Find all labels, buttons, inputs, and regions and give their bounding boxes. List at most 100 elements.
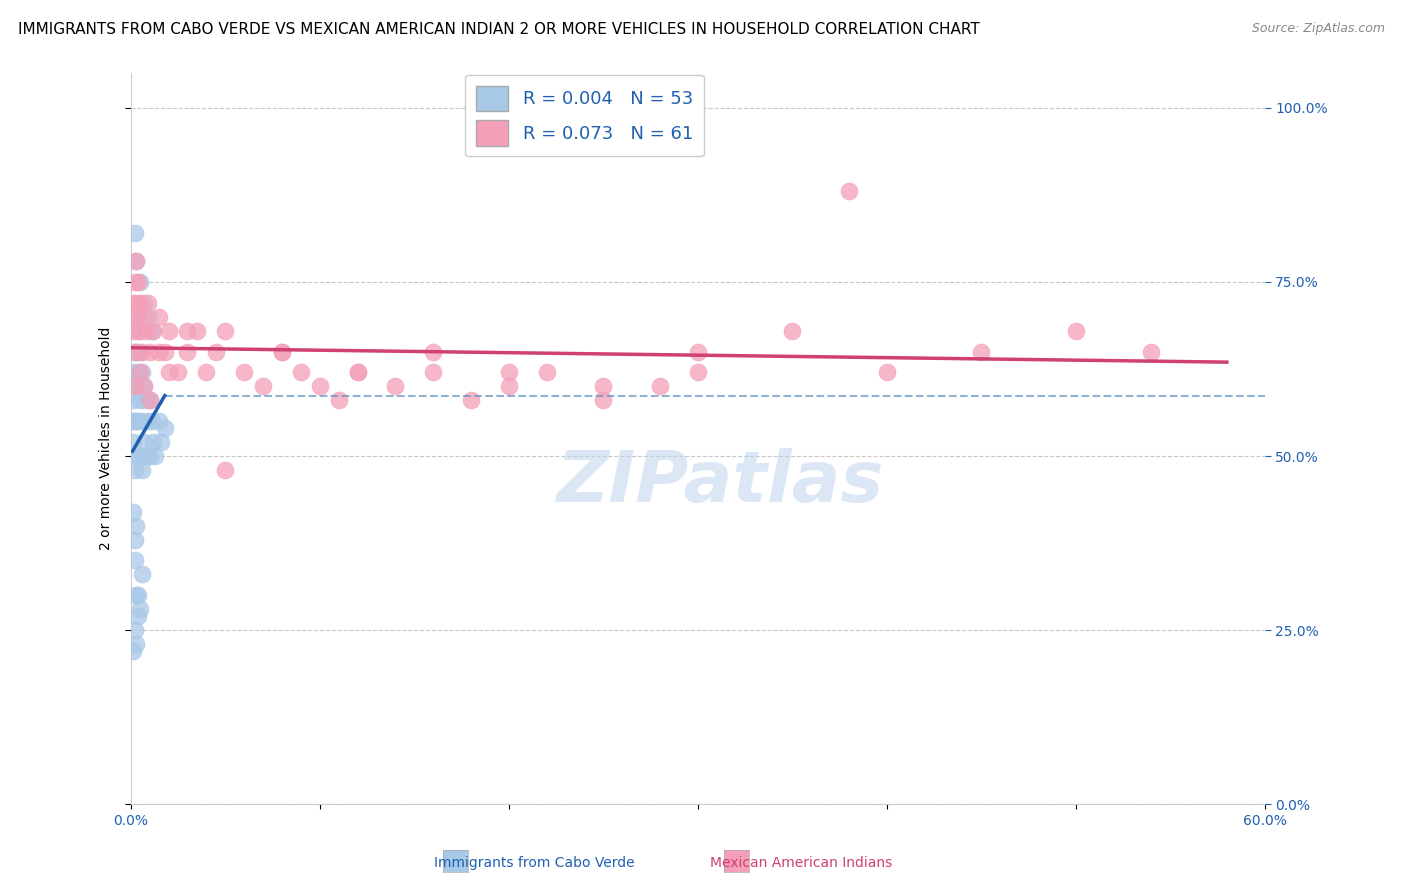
Point: [132, 379, 155, 393]
Point: [121, 393, 143, 408]
Point: [384, 379, 406, 393]
Point: [121, 366, 143, 380]
Point: [127, 324, 149, 338]
Point: [136, 295, 159, 310]
Text: Immigrants from Cabo Verde: Immigrants from Cabo Verde: [434, 855, 634, 870]
Point: [124, 463, 146, 477]
Point: [214, 463, 236, 477]
Point: [460, 393, 482, 408]
Point: [132, 295, 155, 310]
Point: [780, 324, 803, 338]
Text: Source: ZipAtlas.com: Source: ZipAtlas.com: [1251, 22, 1385, 36]
Point: [686, 344, 709, 359]
Point: [153, 344, 176, 359]
Point: [127, 366, 149, 380]
Point: [214, 324, 236, 338]
Point: [592, 393, 614, 408]
Point: [186, 324, 208, 338]
Point: [153, 421, 176, 435]
Point: [129, 324, 152, 338]
Point: [124, 623, 146, 637]
Point: [124, 414, 146, 428]
Point: [125, 295, 148, 310]
Point: [121, 414, 143, 428]
Point: [125, 344, 148, 359]
Point: [204, 344, 226, 359]
Point: [157, 324, 180, 338]
Point: [125, 637, 148, 651]
Point: [135, 449, 157, 463]
Point: [125, 588, 148, 602]
Point: [142, 324, 165, 338]
Point: [127, 588, 149, 602]
Point: [422, 366, 444, 380]
Point: [148, 310, 170, 324]
Point: [308, 379, 330, 393]
Point: [498, 379, 520, 393]
Point: [876, 366, 898, 380]
Point: [132, 435, 155, 450]
Point: [125, 414, 148, 428]
Point: [138, 393, 160, 408]
Point: [129, 449, 152, 463]
Point: [131, 344, 153, 359]
Point: [838, 185, 860, 199]
Point: [129, 393, 152, 408]
Point: [131, 567, 153, 582]
Point: [129, 366, 152, 380]
Point: [167, 366, 190, 380]
Point: [121, 295, 143, 310]
Point: [271, 344, 294, 359]
Point: [143, 449, 166, 463]
Point: [138, 393, 160, 408]
Point: [124, 379, 146, 393]
Point: [536, 366, 558, 380]
Point: [422, 344, 444, 359]
Point: [135, 393, 157, 408]
Point: [686, 366, 709, 380]
Point: [131, 366, 153, 380]
Point: [290, 366, 312, 380]
Point: [132, 310, 155, 324]
Point: [124, 310, 146, 324]
Point: [127, 414, 149, 428]
Point: [252, 379, 274, 393]
Point: [127, 609, 149, 624]
Point: [141, 324, 163, 338]
Point: [124, 226, 146, 240]
Point: [121, 324, 143, 338]
Text: Mexican American Indians: Mexican American Indians: [710, 855, 893, 870]
Point: [176, 324, 198, 338]
Text: IMMIGRANTS FROM CABO VERDE VS MEXICAN AMERICAN INDIAN 2 OR MORE VEHICLES IN HOUS: IMMIGRANTS FROM CABO VERDE VS MEXICAN AM…: [18, 22, 980, 37]
Point: [136, 414, 159, 428]
Point: [129, 275, 152, 289]
Point: [125, 344, 148, 359]
Point: [1140, 344, 1163, 359]
Y-axis label: 2 or more Vehicles in Household: 2 or more Vehicles in Household: [100, 326, 114, 550]
Point: [271, 344, 294, 359]
Point: [131, 463, 153, 477]
Text: ZIPatlas: ZIPatlas: [557, 448, 884, 517]
Point: [121, 435, 143, 450]
Point: [124, 275, 146, 289]
Point: [129, 602, 152, 616]
Point: [648, 379, 671, 393]
Point: [125, 310, 148, 324]
Point: [125, 518, 148, 533]
Point: [136, 310, 159, 324]
Point: [121, 505, 143, 519]
Point: [141, 414, 163, 428]
Point: [970, 344, 993, 359]
Point: [124, 379, 146, 393]
Point: [124, 344, 146, 359]
Point: [129, 295, 152, 310]
Point: [148, 344, 170, 359]
Point: [328, 393, 350, 408]
Point: [157, 366, 180, 380]
Point: [127, 275, 149, 289]
Point: [138, 449, 160, 463]
Point: [592, 379, 614, 393]
Point: [346, 366, 368, 380]
Point: [121, 449, 143, 463]
Legend: R = 0.004   N = 53, R = 0.073   N = 61: R = 0.004 N = 53, R = 0.073 N = 61: [465, 75, 704, 156]
